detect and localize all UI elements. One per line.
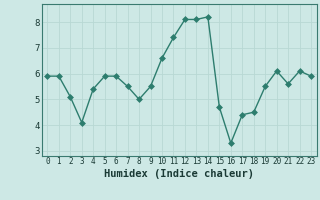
X-axis label: Humidex (Indice chaleur): Humidex (Indice chaleur) [104,169,254,179]
